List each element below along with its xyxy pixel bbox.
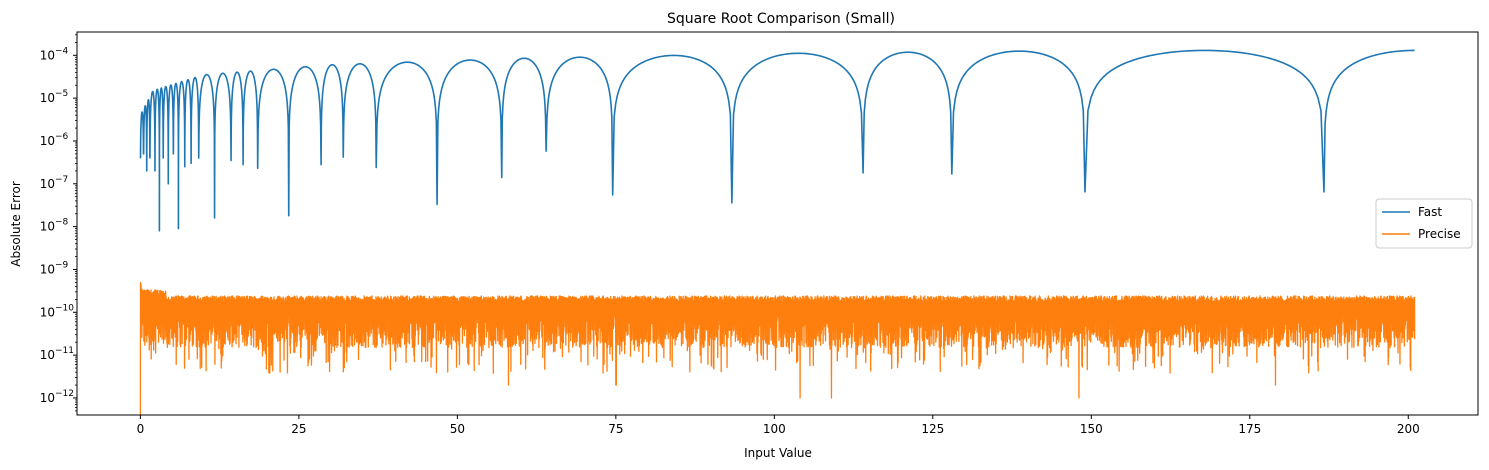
chart-title: Square Root Comparison (Small) <box>667 11 895 27</box>
y-tick-exponent: −4 <box>55 46 69 56</box>
x-tick-label: 125 <box>921 422 944 436</box>
x-tick-label: 25 <box>291 422 306 436</box>
x-tick-label: 200 <box>1397 422 1420 436</box>
x-tick-label: 175 <box>1238 422 1261 436</box>
y-tick-exponent: −11 <box>55 346 74 356</box>
y-tick-label: 10 <box>40 177 55 191</box>
y-tick-exponent: −12 <box>55 389 74 399</box>
x-tick-label: 75 <box>608 422 623 436</box>
x-tick-label: 50 <box>450 422 465 436</box>
y-tick-label: 10 <box>40 391 55 405</box>
y-axis-label: Absolute Error <box>9 181 23 267</box>
x-axis-label: Input Value <box>744 446 812 460</box>
y-tick-exponent: −6 <box>55 132 69 142</box>
y-tick-label: 10 <box>40 91 55 105</box>
x-axis: 0 25 50 75 100 125 150 175 200 <box>137 415 1420 436</box>
y-tick-exponent: −10 <box>55 303 74 313</box>
y-tick-label: 10 <box>40 262 55 276</box>
y-tick-exponent: −5 <box>55 89 68 99</box>
y-tick-exponent: −7 <box>55 175 68 185</box>
y-tick-label: 10 <box>40 220 55 234</box>
y-tick-label: 10 <box>40 134 55 148</box>
legend: Fast Precise <box>1375 198 1473 249</box>
y-tick-label: 10 <box>40 348 55 362</box>
plot-frame <box>76 31 1479 416</box>
x-tick-label: 150 <box>1080 422 1103 436</box>
series-layer <box>139 49 1416 415</box>
x-tick-label: 0 <box>137 422 145 436</box>
legend-label-fast: Fast <box>1418 205 1442 219</box>
plot-area <box>76 31 1479 416</box>
y-tick-exponent: −8 <box>55 218 69 228</box>
legend-label-precise: Precise <box>1418 227 1461 241</box>
y-tick-exponent: −9 <box>55 260 69 270</box>
series-precise-line <box>139 281 1416 415</box>
y-tick-label: 10 <box>40 305 55 319</box>
y-tick-label: 10 <box>40 48 55 62</box>
series-fast-line <box>139 49 1415 232</box>
x-tick-label: 100 <box>763 422 786 436</box>
